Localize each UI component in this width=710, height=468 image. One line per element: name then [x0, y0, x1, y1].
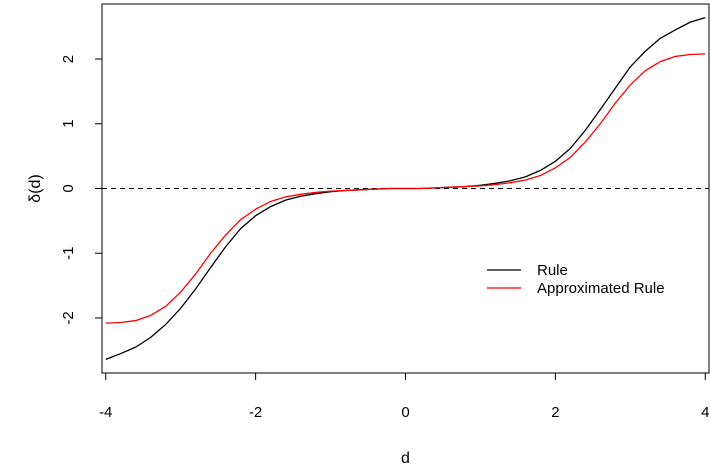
legend-label: Rule — [537, 262, 568, 279]
y-tick-label: -2 — [60, 311, 77, 324]
x-axis: -4 -2 0 2 4 — [99, 373, 709, 421]
y-axis-label: δ(d) — [27, 174, 44, 202]
y-tick-label: 2 — [60, 55, 77, 63]
series-line-approximated-rule — [105, 53, 706, 324]
x-tick-label: -4 — [99, 404, 112, 421]
x-tick-label: 0 — [401, 404, 409, 421]
x-tick-label: 2 — [551, 404, 559, 421]
plot-area — [101, 3, 710, 374]
x-tick-label: 4 — [701, 404, 709, 421]
y-tick-label: 1 — [60, 120, 77, 128]
legend-label: Approximated Rule — [537, 280, 665, 297]
y-axis: -2 -1 0 1 2 — [60, 55, 102, 325]
y-tick-label: 0 — [60, 184, 77, 192]
y-tick-label: -1 — [60, 247, 77, 260]
x-tick-label: -2 — [249, 404, 262, 421]
x-axis-label: d — [401, 450, 410, 467]
